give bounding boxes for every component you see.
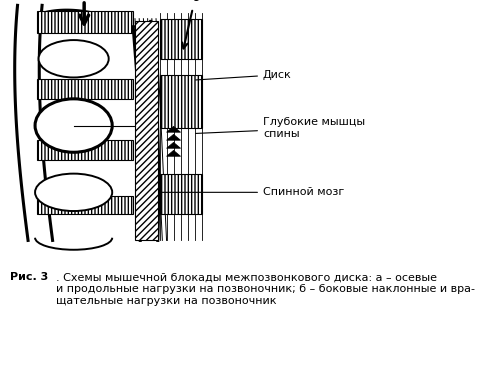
Polygon shape (167, 142, 181, 148)
Bar (135, 22, 158, 240)
Ellipse shape (38, 40, 109, 78)
Bar (160, 75, 202, 128)
Text: б: б (192, 0, 201, 4)
Polygon shape (167, 134, 181, 140)
Text: Спинной мозг: Спинной мозг (161, 187, 344, 197)
Bar (160, 174, 202, 214)
Polygon shape (167, 150, 181, 156)
FancyBboxPatch shape (37, 11, 133, 33)
Ellipse shape (35, 99, 112, 152)
Text: Глубокие мышцы
спины: Глубокие мышцы спины (196, 117, 365, 139)
Text: Рис. 3: Рис. 3 (10, 272, 48, 282)
FancyBboxPatch shape (37, 79, 133, 99)
Polygon shape (167, 127, 181, 132)
Ellipse shape (35, 174, 112, 211)
Text: Диск: Диск (196, 70, 292, 80)
FancyBboxPatch shape (37, 140, 133, 160)
Bar (160, 19, 202, 59)
Text: . Схемы мышечной блокады межпозвонкового диска: а – осевые
и продольные нагрузки: . Схемы мышечной блокады межпозвонкового… (56, 272, 475, 305)
FancyBboxPatch shape (37, 196, 133, 214)
